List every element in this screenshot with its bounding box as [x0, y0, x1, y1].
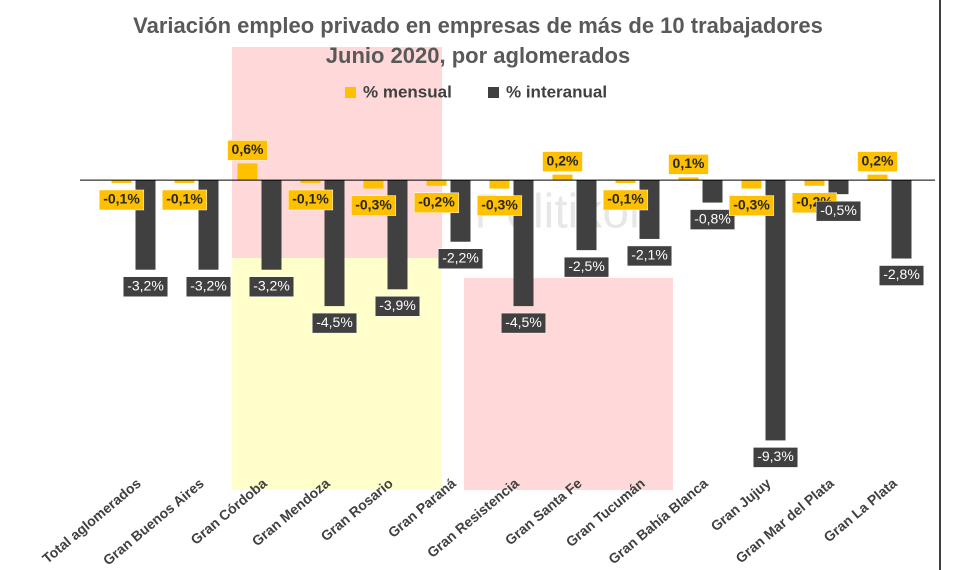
bar — [261, 180, 282, 270]
bar — [576, 180, 597, 251]
value-label: -3,2% — [127, 277, 164, 293]
bar — [804, 180, 825, 186]
label-box — [413, 192, 460, 214]
bar — [765, 180, 786, 441]
value-label: -0,2% — [418, 193, 455, 209]
label-box — [563, 256, 610, 278]
value-label: -4,5% — [316, 314, 353, 330]
label-box — [227, 140, 268, 161]
label-box — [476, 195, 523, 216]
bar — [426, 180, 447, 186]
label-box — [752, 447, 799, 468]
value-label: 0,2% — [862, 152, 894, 168]
value-label: -2,5% — [568, 258, 605, 274]
value-label: -0,1% — [607, 191, 644, 207]
bar — [702, 180, 723, 203]
value-label: -0,1% — [103, 191, 140, 207]
value-label: -0,3% — [733, 196, 770, 212]
label-box — [542, 151, 583, 172]
bar — [891, 180, 912, 259]
value-label: -2,2% — [442, 249, 479, 265]
value-label: 0,2% — [547, 152, 579, 168]
bar — [678, 177, 699, 181]
legend-swatch — [345, 87, 356, 98]
label-box — [689, 209, 736, 230]
label-box — [602, 189, 649, 211]
label-box — [668, 154, 709, 175]
bar — [111, 180, 132, 183]
label-box — [374, 296, 421, 317]
value-label: 0,1% — [673, 155, 705, 171]
bar — [867, 174, 888, 181]
value-label: -0,5% — [820, 202, 857, 218]
bar — [615, 180, 636, 183]
x-tick-label: Gran Jujuy — [707, 475, 773, 534]
label-box — [437, 248, 484, 269]
bar — [174, 180, 195, 183]
legend-swatch — [488, 87, 499, 98]
label-box — [161, 189, 208, 211]
bar — [363, 180, 384, 189]
value-label: -3,2% — [253, 277, 290, 293]
bar — [300, 180, 321, 183]
label-box — [98, 189, 145, 211]
value-label: -0,1% — [166, 191, 203, 207]
label-box — [857, 151, 898, 172]
bar — [237, 163, 258, 181]
value-label: -3,9% — [379, 297, 416, 313]
bar — [324, 180, 345, 307]
label-box — [626, 245, 673, 267]
label-box — [878, 265, 925, 286]
chart-title: Variación empleo privado en empresas de … — [133, 13, 823, 38]
label-box — [500, 312, 547, 334]
value-label: 0,6% — [232, 141, 264, 157]
value-label: -2,1% — [631, 247, 668, 263]
label-box — [728, 195, 775, 216]
value-label: -0,8% — [694, 210, 731, 226]
value-label: -0,3% — [355, 196, 392, 212]
legend-label: % mensual — [363, 82, 452, 101]
chart-subtitle: Junio 2020, por aglomerados — [326, 43, 630, 68]
legend-label: % interanual — [506, 82, 607, 101]
value-label: -9,3% — [757, 448, 794, 464]
value-label: -0,3% — [481, 196, 518, 212]
bar — [552, 174, 573, 181]
value-label: -0,1% — [292, 191, 329, 207]
label-box — [122, 276, 169, 297]
bar — [741, 180, 762, 189]
value-label: -4,5% — [505, 314, 542, 330]
label-box — [185, 276, 232, 297]
bar — [828, 180, 849, 195]
label-box — [287, 189, 334, 211]
bg-panel — [464, 278, 673, 490]
value-label: -2,8% — [883, 266, 920, 282]
value-label: -3,2% — [190, 277, 227, 293]
label-box — [815, 200, 862, 222]
label-box — [350, 195, 397, 216]
label-box — [311, 312, 358, 334]
label-box — [248, 276, 295, 297]
bar — [489, 180, 510, 189]
